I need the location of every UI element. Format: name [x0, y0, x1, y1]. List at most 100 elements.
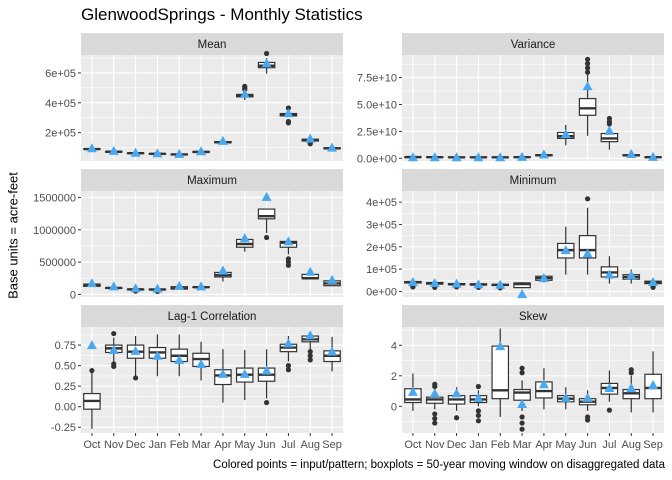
pattern-point-feb — [174, 148, 185, 158]
x-tick-label: Jan — [470, 439, 488, 451]
panel-background — [81, 55, 343, 161]
outlier-point — [519, 365, 525, 371]
pattern-point-jan — [152, 148, 163, 158]
pattern-point-jul — [604, 125, 615, 135]
outlier-point — [519, 420, 525, 426]
pattern-point-apr — [538, 149, 549, 159]
pattern-point-feb — [174, 280, 185, 290]
y-tick-label: 0.25 — [55, 381, 76, 393]
pattern-point-mar — [196, 281, 207, 291]
y-tick-label: 0e+00 — [366, 286, 397, 298]
x-tick-label: Sep — [643, 439, 663, 451]
pattern-point-mar — [196, 146, 207, 156]
pattern-point-sep — [327, 346, 338, 356]
y-tick-label: 4 — [391, 340, 397, 352]
outlier-point — [475, 412, 482, 419]
outlier-point — [111, 361, 117, 367]
outlier-point — [606, 115, 613, 122]
x-tick-label: Mar — [513, 439, 532, 451]
pattern-point-feb — [495, 152, 506, 162]
y-tick-label: 0.0e+00 — [357, 153, 397, 165]
outlier-point — [307, 353, 313, 359]
outlier-point — [453, 415, 460, 421]
strip-label: Maximum — [187, 175, 237, 187]
pattern-point-jun — [261, 58, 272, 68]
boxplot-jun — [578, 56, 597, 136]
pattern-point-aug — [626, 270, 637, 280]
pattern-point-apr — [538, 273, 549, 283]
y-tick-label: 7.5e+10 — [357, 73, 397, 85]
x-tick-label: Sep — [322, 439, 342, 451]
pattern-point-mar — [517, 289, 528, 299]
pattern-point-nov — [108, 345, 119, 355]
outlier-point — [263, 234, 270, 241]
pattern-point-nov — [429, 277, 440, 287]
outlier-point — [584, 65, 591, 71]
pattern-point-may — [239, 233, 250, 243]
outlier-point — [432, 381, 438, 387]
x-tick-label: Dec — [126, 439, 146, 451]
x-tick-label: Mar — [192, 439, 211, 451]
pattern-point-mar — [196, 358, 207, 368]
pattern-point-jul — [604, 383, 615, 393]
y-tick-label: 500000 — [39, 257, 76, 269]
box — [578, 97, 597, 116]
pattern-point-sep — [648, 151, 659, 161]
y-tick-label: 1000000 — [33, 225, 76, 237]
outlier-point — [285, 256, 292, 262]
outlier-point — [285, 367, 292, 373]
x-tick-label: Aug — [300, 439, 320, 451]
y-tick-label: -0.25 — [51, 422, 76, 434]
outlier-point — [475, 383, 482, 390]
x-tick-label: May — [555, 439, 576, 451]
boxplot-apr — [535, 368, 553, 410]
pattern-point-jul — [283, 236, 294, 246]
panel-lag-1-correlation: Lag-1 Correlation -0.25 0.00 0.25 0.50 0.75 Oc… — [51, 305, 343, 451]
panel-skew: Skew 0 2 4 Oct Nov Dec Jan Feb Mar Apr May Jun Jul Aug… — [391, 305, 664, 451]
pattern-point-feb — [495, 279, 506, 289]
pattern-point-aug — [305, 266, 316, 276]
pattern-point-aug — [305, 133, 316, 143]
pattern-point-jan — [473, 279, 484, 289]
pattern-point-apr — [217, 368, 228, 378]
x-tick-label: Feb — [170, 439, 189, 451]
pattern-point-mar — [517, 151, 528, 161]
pattern-point-jun — [582, 392, 593, 402]
y-tick-label: 0 — [70, 289, 76, 301]
y-tick-label: 5.0e+10 — [357, 100, 397, 112]
chart-caption: Colored points = input/pattern; boxplots… — [213, 459, 665, 471]
pattern-point-oct — [407, 277, 418, 287]
pattern-point-feb — [174, 354, 185, 364]
y-tick-label: 2.5e+10 — [357, 126, 397, 138]
outlier-point — [584, 61, 591, 67]
outlier-point — [132, 375, 139, 381]
y-tick-label: 1500000 — [33, 192, 76, 204]
pattern-point-may — [560, 129, 571, 139]
box — [513, 388, 531, 401]
pattern-point-may — [239, 88, 250, 98]
pattern-point-jun — [582, 248, 593, 258]
pattern-point-jul — [283, 338, 294, 348]
strip-label: Mean — [198, 39, 227, 51]
outlier-point — [628, 367, 634, 373]
x-tick-label: Feb — [491, 439, 510, 451]
strip-header — [402, 169, 664, 191]
box — [257, 208, 276, 220]
outlier-point — [285, 105, 292, 111]
pattern-point-jun — [261, 191, 272, 201]
boxplot-jul — [600, 115, 619, 150]
x-tick-label: Aug — [621, 439, 641, 451]
x-tick-label: Jun — [258, 439, 276, 451]
pattern-point-dec — [451, 152, 462, 162]
pattern-point-oct — [407, 152, 418, 162]
pattern-point-jul — [604, 269, 615, 279]
boxplot-jun — [257, 208, 276, 241]
outlier-point — [584, 196, 591, 202]
panel-maximum: Maximum 0 500000 1000000 1500000 — [33, 169, 343, 301]
boxplot-mar — [513, 365, 531, 432]
outlier-point — [111, 330, 117, 337]
y-tick-label: 0 — [391, 401, 397, 413]
pattern-point-jun — [582, 81, 593, 91]
pattern-point-nov — [429, 388, 440, 398]
